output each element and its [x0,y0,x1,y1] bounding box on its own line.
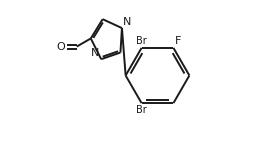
Text: Br: Br [136,36,147,46]
Text: N: N [123,17,131,27]
Text: F: F [175,36,181,46]
Text: N: N [91,48,100,58]
Text: O: O [57,42,65,52]
Text: Br: Br [136,105,147,115]
